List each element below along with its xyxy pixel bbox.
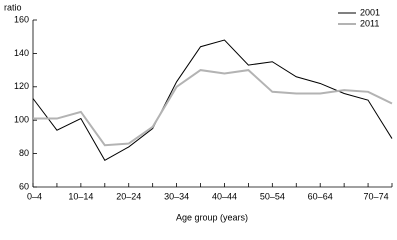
y-axis-title: ratio: [4, 2, 22, 12]
x-tick-label: 30–34: [164, 191, 189, 201]
series-line: [33, 69, 393, 147]
y-tick-label: 160: [14, 14, 29, 24]
x-tick-label: 0–4: [27, 191, 42, 201]
x-tick-label: 20–24: [116, 191, 141, 201]
y-tick-label: 80: [19, 148, 29, 158]
y-tick-label: 120: [14, 81, 29, 91]
x-tick-label: 10–14: [68, 191, 93, 201]
y-tick-label: 60: [19, 181, 29, 191]
x-tick-label: 60–64: [308, 191, 333, 201]
legend-label: 2011: [360, 18, 379, 28]
x-axis-title: Age group (years): [176, 212, 248, 222]
x-tick-label: 70–74: [364, 191, 389, 201]
y-tick-label: 140: [14, 48, 29, 58]
legend-label: 2001: [360, 7, 380, 17]
chart: ratio Age group (years) 60 80 100 120 140 160…: [4, 2, 393, 222]
y-tick-label: 100: [14, 115, 29, 125]
series-line: [32, 39, 393, 161]
x-tick-label: 40–44: [212, 191, 237, 201]
x-tick-label: 50–54: [260, 191, 285, 201]
